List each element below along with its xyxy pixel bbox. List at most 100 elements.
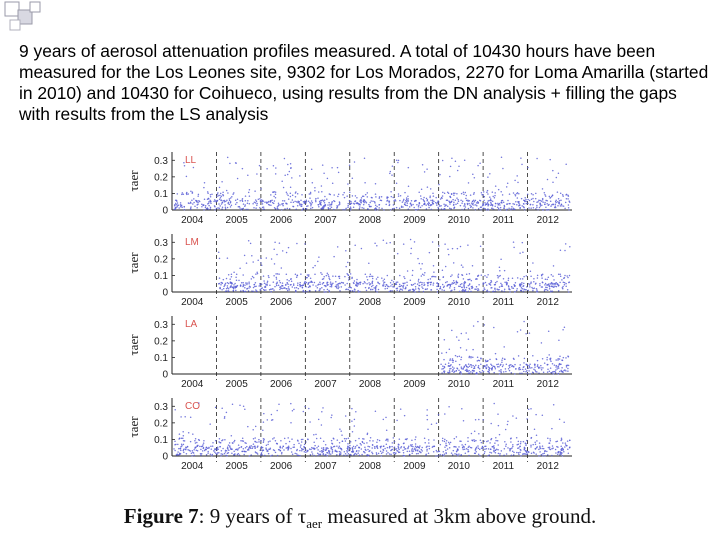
data-point bbox=[485, 447, 488, 450]
data-point bbox=[557, 367, 560, 369]
data-point bbox=[205, 454, 208, 456]
data-point bbox=[412, 283, 415, 286]
data-point bbox=[467, 366, 469, 368]
data-point bbox=[193, 454, 196, 457]
data-point bbox=[326, 452, 329, 454]
data-point bbox=[419, 195, 422, 197]
data-point bbox=[228, 203, 231, 206]
data-point bbox=[375, 196, 377, 198]
data-point bbox=[196, 441, 198, 444]
data-point bbox=[463, 448, 466, 451]
data-point bbox=[549, 438, 551, 440]
data-point bbox=[281, 282, 284, 284]
data-point bbox=[483, 440, 485, 443]
data-point bbox=[397, 195, 400, 197]
data-point bbox=[337, 275, 340, 278]
data-point bbox=[368, 282, 370, 284]
data-point bbox=[450, 201, 452, 203]
data-point bbox=[515, 201, 517, 203]
data-point bbox=[426, 168, 428, 170]
data-point bbox=[210, 445, 212, 447]
data-point bbox=[347, 288, 350, 291]
data-point bbox=[219, 286, 221, 289]
data-point bbox=[338, 441, 341, 444]
data-point bbox=[370, 205, 372, 208]
data-point bbox=[517, 200, 519, 203]
data-point bbox=[174, 207, 177, 209]
data-point bbox=[319, 289, 321, 291]
data-point bbox=[220, 203, 223, 205]
data-point bbox=[348, 286, 350, 289]
data-point bbox=[528, 283, 530, 285]
data-point bbox=[501, 365, 504, 368]
data-point bbox=[316, 452, 319, 455]
data-point bbox=[552, 403, 555, 406]
data-point bbox=[183, 164, 186, 167]
data-point bbox=[393, 199, 395, 202]
data-point bbox=[298, 202, 301, 205]
data-point bbox=[320, 424, 323, 426]
data-point bbox=[305, 281, 308, 284]
data-point bbox=[451, 359, 453, 362]
data-point bbox=[221, 180, 223, 183]
data-point bbox=[423, 171, 426, 173]
data-point bbox=[468, 356, 470, 359]
data-point bbox=[523, 449, 526, 451]
data-point bbox=[376, 245, 378, 247]
data-point bbox=[475, 439, 477, 442]
data-point bbox=[530, 281, 532, 283]
data-point bbox=[288, 288, 290, 290]
data-point bbox=[263, 412, 265, 415]
data-point bbox=[307, 205, 309, 207]
data-point bbox=[433, 200, 435, 203]
data-point bbox=[218, 452, 220, 454]
data-point bbox=[314, 199, 317, 202]
data-point bbox=[535, 453, 537, 455]
data-point bbox=[497, 204, 500, 206]
data-point bbox=[241, 450, 243, 453]
data-point bbox=[354, 439, 357, 442]
data-point bbox=[181, 445, 183, 447]
data-point bbox=[493, 196, 496, 199]
data-point bbox=[564, 446, 566, 448]
data-point bbox=[303, 451, 306, 453]
data-point bbox=[388, 202, 390, 204]
data-point bbox=[465, 286, 468, 289]
data-point bbox=[290, 283, 292, 286]
data-point bbox=[539, 451, 541, 453]
data-point bbox=[288, 440, 291, 443]
data-point bbox=[270, 419, 273, 421]
data-point bbox=[274, 193, 277, 195]
data-point bbox=[399, 408, 402, 410]
data-point bbox=[448, 348, 451, 350]
data-point bbox=[359, 283, 361, 285]
data-point bbox=[392, 204, 395, 206]
data-point bbox=[282, 445, 285, 448]
data-point bbox=[354, 447, 356, 450]
data-point bbox=[241, 437, 244, 440]
data-point bbox=[389, 446, 391, 448]
data-point bbox=[564, 444, 567, 446]
data-point bbox=[565, 194, 567, 196]
y-tick-label: 0.1 bbox=[154, 435, 168, 446]
data-point bbox=[347, 453, 350, 455]
data-point bbox=[443, 339, 446, 341]
data-point bbox=[355, 453, 358, 456]
data-point bbox=[307, 283, 309, 285]
data-point bbox=[418, 202, 421, 204]
data-point bbox=[214, 439, 217, 442]
data-point bbox=[216, 195, 218, 198]
data-point bbox=[233, 454, 236, 456]
data-point bbox=[378, 197, 381, 199]
data-point bbox=[477, 288, 479, 290]
data-point bbox=[311, 446, 313, 449]
data-point bbox=[489, 442, 491, 444]
data-point bbox=[310, 207, 312, 210]
data-point bbox=[290, 447, 292, 450]
data-point bbox=[292, 201, 295, 204]
data-point bbox=[511, 450, 514, 452]
data-point bbox=[254, 440, 256, 443]
data-point bbox=[410, 203, 413, 206]
data-point bbox=[322, 446, 325, 449]
data-point bbox=[493, 326, 495, 329]
